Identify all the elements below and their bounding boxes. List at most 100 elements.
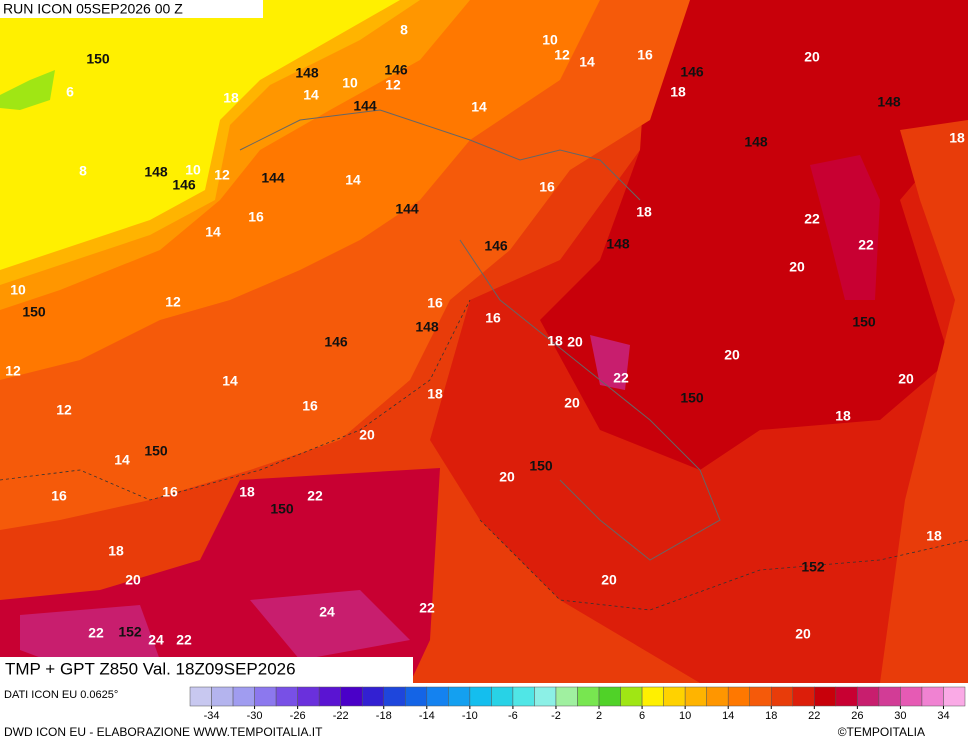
temperature-label: 18 [547,333,563,349]
colorbar-tick-label: -26 [290,710,306,722]
colorbar-tick-label: -2 [551,710,561,722]
temperature-label: 12 [165,294,181,310]
temperature-label: 12 [56,402,72,418]
source-label: DATI ICON EU 0.0625° [4,689,118,701]
map-background [0,0,968,683]
colorbar-tick-label: 22 [808,710,820,722]
title-box [0,657,413,683]
temperature-label: 14 [579,54,595,70]
temperature-label: 18 [670,84,686,100]
colorbar-tick-label: -22 [333,710,349,722]
colorbar-swatch [491,686,514,707]
colorbar-tick-label: -18 [376,710,392,722]
copyright-label: ©TEMPOITALIA [838,725,925,739]
geopotential-label: 148 [144,164,168,180]
colorbar-swatch [189,686,212,707]
temperature-label: 18 [108,543,124,559]
colorbar-tick-label: -34 [204,710,220,722]
colorbar-swatch [684,686,707,707]
credit-label: DWD ICON EU - ELABORAZIONE WWW.TEMPOITAL… [4,725,323,739]
colorbar-swatch [663,686,686,707]
colorbar-tick-label: 30 [894,710,906,722]
temperature-label: 12 [214,167,230,183]
geopotential-label: 152 [801,559,825,575]
temperature-label: 6 [66,84,74,100]
colorbar-swatch [835,686,858,707]
colorbar-tick-label: 18 [765,710,777,722]
geopotential-label: 148 [606,236,630,252]
run-label-box [0,0,263,18]
geopotential-label: 146 [324,334,348,350]
colorbar-tick-label: 26 [851,710,863,722]
colorbar-swatch [254,686,277,707]
geopotential-label: 150 [22,304,46,320]
colorbar-swatch [512,686,535,707]
geopotential-label: 146 [680,64,704,80]
temperature-label: 20 [601,572,617,588]
temperature-label: 22 [804,211,820,227]
geopotential-label: 148 [744,134,768,150]
temperature-label: 14 [114,452,130,468]
temperature-label: 18 [239,484,255,500]
geopotential-label: 150 [680,390,704,406]
colorbar-swatch [534,686,557,707]
temperature-label: 12 [554,47,570,63]
temperature-label: 10 [342,75,358,91]
temperature-label: 16 [51,488,67,504]
temperature-label: 16 [539,179,555,195]
temperature-label: 16 [427,295,443,311]
temperature-label: 14 [205,224,221,240]
colorbar-swatch [318,686,341,707]
temperature-label: 16 [485,310,501,326]
temperature-label: 10 [10,282,26,298]
colorbar-swatch [555,686,578,707]
temperature-label: 24 [148,632,164,648]
geopotential-label: 148 [877,94,901,110]
colorbar-swatch [857,686,880,707]
temperature-label: 22 [858,237,874,253]
temperature-label: 20 [789,259,805,275]
colorbar-tick-label: 14 [722,710,734,722]
colorbar-tick-label: 2 [596,710,602,722]
temperature-label: 18 [223,90,239,106]
temperature-label: 14 [471,99,487,115]
geopotential-label: 150 [852,314,876,330]
temperature-label: 24 [319,604,335,620]
temperature-label: 10 [542,32,558,48]
temperature-label: 12 [385,77,401,93]
colorbar-swatch [383,686,406,707]
run-label: RUN ICON 05SEP2026 00 Z [3,1,183,17]
colorbar-swatch [878,686,901,707]
colorbar-swatch [448,686,471,707]
temperature-label: 20 [567,334,583,350]
temperature-label: 20 [359,427,375,443]
colorbar-swatch [598,686,621,707]
geopotential-label: 150 [529,458,553,474]
temperature-label: 20 [804,49,820,65]
colorbar-swatch [297,686,320,707]
geopotential-label: 144 [261,170,285,186]
colorbar-swatch [211,686,234,707]
temperature-label: 18 [636,204,652,220]
colorbar-tick-label: 6 [639,710,645,722]
geopotential-label: 144 [395,201,419,217]
geopotential-label: 144 [353,98,377,114]
geopotential-label: 146 [172,177,196,193]
temperature-label: 20 [125,572,141,588]
temperature-label: 10 [185,162,201,178]
geopotential-label: 152 [118,624,142,640]
colorbar-swatch [814,686,837,707]
temperature-label: 8 [400,22,408,38]
colorbar-swatch [943,686,966,707]
colorbar-tick-label: 34 [937,710,949,722]
temperature-label: 14 [303,87,319,103]
colorbar-tick-label: -30 [247,710,263,722]
colorbar-swatch [900,686,923,707]
temperature-label: 16 [248,209,264,225]
colorbar-swatch [275,686,298,707]
temperature-label: 20 [499,469,515,485]
temperature-label: 16 [637,47,653,63]
temperature-label: 18 [926,528,942,544]
